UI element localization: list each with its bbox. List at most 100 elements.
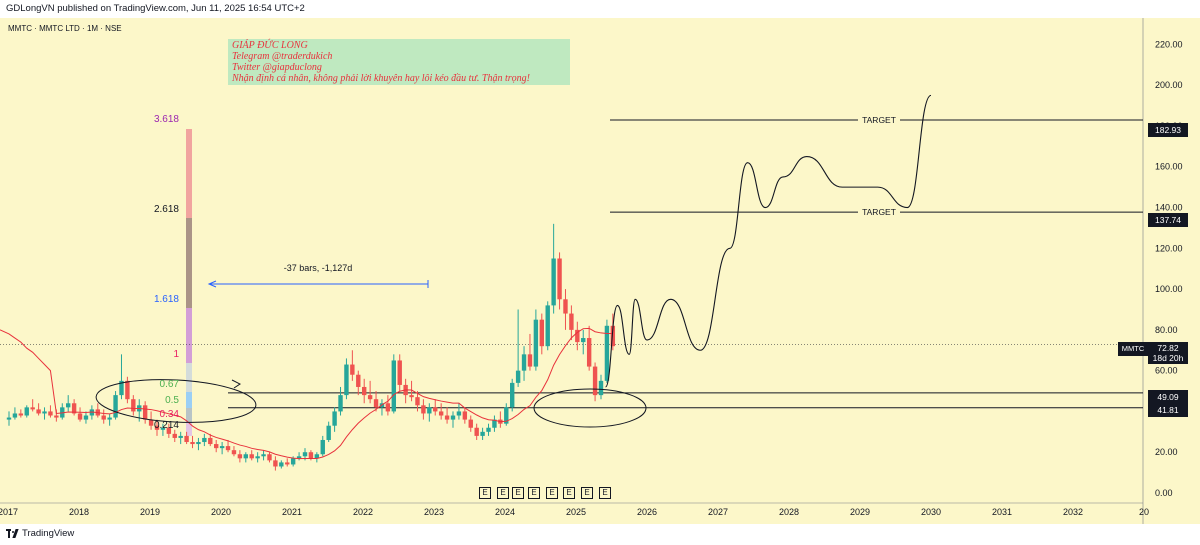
candle-body — [113, 395, 118, 418]
candle-body — [71, 403, 77, 414]
fib-label-1618: 1.618 — [153, 294, 179, 305]
candle-body — [515, 370, 521, 383]
x-tick-label: 2029 — [850, 507, 870, 517]
target-label: TARGET — [862, 115, 896, 125]
candle-body — [89, 409, 95, 416]
candle-body — [178, 435, 183, 438]
projection-path — [605, 94, 932, 388]
candle-body — [444, 415, 450, 420]
candle-body — [219, 446, 225, 449]
x-tick-label: 2024 — [495, 507, 515, 517]
candle-body — [273, 460, 278, 467]
footer-bar — [0, 524, 1200, 545]
x-tick-label: 2031 — [992, 507, 1012, 517]
symbol-line: MMTC · MMTC LTD · 1M · NSE — [8, 24, 122, 33]
candle-body — [539, 319, 544, 347]
target-label-bg — [858, 206, 900, 219]
candle-body — [598, 380, 604, 396]
candle-body — [391, 360, 396, 412]
y-tick-label: 20.00 — [1155, 447, 1178, 457]
target-price-badge-2: 137.74 — [1148, 213, 1188, 227]
earnings-marker[interactable]: E — [546, 487, 558, 499]
y-tick-label: 160.00 — [1155, 162, 1183, 172]
tradingview-logo[interactable]: TradingView — [6, 528, 74, 539]
candle-body — [373, 399, 379, 408]
earnings-marker[interactable]: E — [497, 487, 509, 499]
earnings-marker[interactable]: E — [581, 487, 593, 499]
y-tick-label: 140.00 — [1155, 203, 1183, 213]
candle-body — [279, 462, 284, 467]
x-tick-label: 2026 — [637, 507, 657, 517]
candle-body — [545, 305, 550, 347]
chart-area[interactable]: 0.0020.0040.0060.0080.00100.00120.00140.… — [0, 18, 1200, 524]
candle-body — [320, 439, 325, 455]
fib-zone — [186, 408, 192, 422]
x-tick-label: 2018 — [69, 507, 89, 517]
tradingview-mark-icon — [6, 529, 19, 538]
candle-body — [249, 454, 254, 459]
earnings-marker[interactable]: E — [599, 487, 611, 499]
measure-arrow-head — [207, 280, 217, 288]
candle-body — [367, 395, 373, 400]
candle-body — [586, 338, 592, 367]
y-tick-label: 200.00 — [1155, 80, 1183, 90]
candle-body — [581, 338, 586, 343]
candle-body — [486, 427, 491, 432]
candle-body — [510, 382, 515, 408]
y-tick-label: 60.00 — [1155, 366, 1178, 376]
y-tick-label: 80.00 — [1155, 325, 1178, 335]
candle-body — [332, 411, 337, 426]
x-tick-label: 2028 — [779, 507, 799, 517]
candle-body — [326, 425, 331, 440]
x-tick-label: 2032 — [1063, 507, 1083, 517]
candle-body — [83, 415, 89, 420]
fib-label-0214: 0.214 — [153, 420, 179, 431]
candle-body — [350, 364, 355, 375]
candle-body — [592, 366, 598, 396]
candle-body — [255, 456, 260, 459]
fib-label-034: 0.34 — [159, 409, 179, 420]
fib-label-2618: 2.618 — [153, 204, 179, 215]
candle-body — [604, 325, 610, 381]
note-line-disclaimer: Nhận định cá nhân, không phải lời khuyên… — [232, 73, 530, 84]
author-note: GIÁP ĐỨC LONG Telegram @traderdukich Twi… — [228, 39, 570, 85]
candle-body — [438, 411, 444, 416]
candle-body — [160, 427, 166, 430]
earnings-marker[interactable]: E — [528, 487, 540, 499]
candle-body — [563, 299, 568, 314]
x-tick-label: 20 — [1139, 507, 1149, 517]
candle-body — [54, 415, 59, 418]
price-chart[interactable]: 0.0020.0040.0060.0080.00100.00120.00140.… — [0, 18, 1200, 524]
candle-body — [148, 419, 154, 426]
candle-body — [12, 413, 18, 418]
fib-label-05: 0.5 — [165, 395, 179, 406]
target-price-badge-1: 182.93 — [1148, 123, 1188, 137]
x-tick-label: 2020 — [211, 507, 231, 517]
note-line-author: GIÁP ĐỨC LONG — [232, 40, 308, 51]
fib-zone — [186, 129, 192, 218]
candle-body — [119, 380, 124, 396]
published-header: GDLongVN published on TradingView.com, J… — [0, 0, 1200, 18]
candle-body — [296, 456, 302, 459]
candle-body — [42, 411, 47, 414]
candle-body — [142, 405, 148, 420]
candle-body — [551, 258, 556, 306]
candle-body — [397, 360, 402, 385]
candle-body — [308, 452, 314, 459]
current-symbol-tag: MMTC — [1118, 342, 1148, 356]
candle-body — [190, 442, 195, 445]
candle-body — [131, 399, 136, 412]
candle-body — [66, 403, 71, 408]
candle-body — [208, 437, 213, 445]
earnings-marker[interactable]: E — [479, 487, 491, 499]
support-price-badge-1: 49.09 — [1148, 390, 1188, 404]
candle-body — [569, 313, 574, 330]
earnings-marker[interactable]: E — [512, 487, 524, 499]
annotation-ellipse — [95, 379, 257, 423]
earnings-marker[interactable]: E — [563, 487, 575, 499]
candle-body — [302, 452, 308, 457]
fib-label-067: 0.67 — [159, 379, 179, 390]
candle-body — [314, 454, 320, 459]
candle-body — [462, 411, 468, 420]
candle-body — [267, 454, 272, 461]
